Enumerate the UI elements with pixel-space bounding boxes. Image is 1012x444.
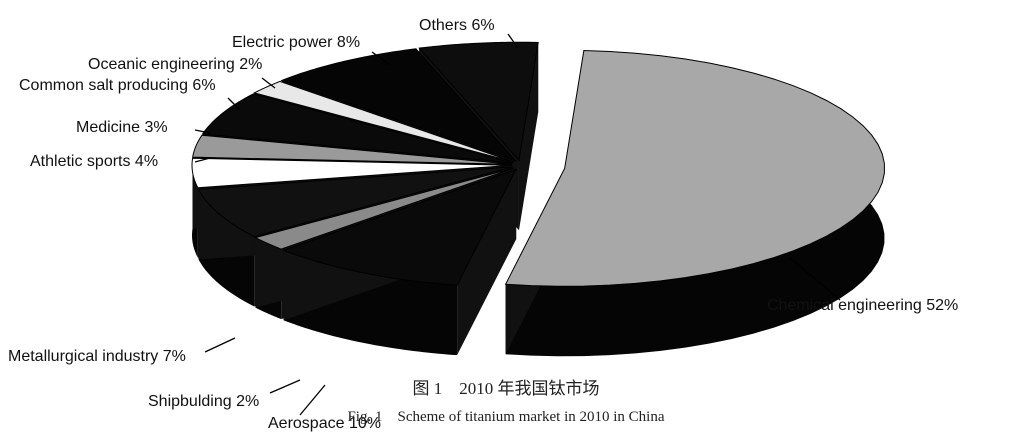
slice-top [197, 166, 513, 238]
label-others: Others 6% [419, 17, 495, 34]
leader-line [204, 337, 236, 353]
slice-top [253, 80, 514, 163]
leader-line [261, 77, 276, 89]
label-metallurgical-industry: Metallurgical industry 7% [8, 348, 186, 365]
leader-line [789, 257, 841, 301]
leader-line [269, 379, 301, 394]
leader-line [194, 157, 211, 163]
caption-english: Fig. 1 Scheme of titanium market in 2010… [347, 409, 665, 425]
label-shipbuilding: Shipbulding 2% [148, 393, 260, 410]
slice-top [192, 134, 513, 165]
pie-slice-chemical-engineering [504, 50, 885, 357]
slice-top [282, 168, 518, 286]
label-medicine: Medicine 3% [76, 119, 168, 136]
caption-chinese: 图 1 2010 年我国钛市场 [412, 379, 600, 398]
slice-top [254, 167, 515, 250]
label-oceanic-engineering: Oceanic engineering 2% [88, 56, 263, 73]
slice-top [201, 93, 513, 164]
slice-top [280, 48, 518, 163]
label-electric-power: Electric power 8% [232, 34, 361, 51]
leader-line [194, 129, 211, 134]
slice-wall [518, 42, 539, 231]
label-common-salt-producing: Common salt producing 6% [19, 77, 216, 94]
slice-top [504, 50, 885, 287]
slice-top [418, 41, 539, 162]
leader-line [227, 97, 241, 111]
label-aerospace: Aerospace 10% [268, 415, 381, 432]
leader-line [371, 51, 391, 66]
label-athletic-sports: Athletic sports 4% [30, 153, 159, 170]
slice-top [191, 157, 513, 189]
leader-line [507, 33, 519, 49]
leader-line [299, 384, 326, 416]
label-chemical-engineering: Chemical engineering 52% [767, 297, 959, 314]
pie-slice-aerospace [282, 168, 518, 356]
